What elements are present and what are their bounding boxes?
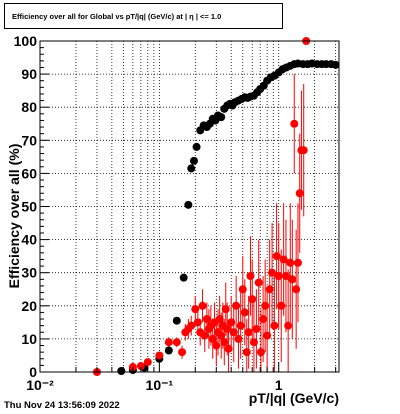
black-point [189, 156, 198, 165]
red-point [236, 321, 245, 330]
y-tick-label: 10 [21, 331, 37, 347]
black-point [172, 316, 181, 325]
black-point [331, 60, 340, 69]
y-tick-label: 0 [29, 364, 37, 380]
y-tick-label: 60 [21, 165, 37, 181]
red-point [249, 338, 258, 347]
black-point [217, 113, 226, 122]
red-point [246, 272, 255, 281]
red-point [299, 146, 308, 155]
black-point [192, 142, 201, 151]
red-point [244, 328, 253, 337]
data-points [92, 37, 340, 376]
y-tick-label: 80 [21, 99, 37, 115]
red-point [220, 338, 229, 347]
red-point [263, 331, 272, 340]
red-point [193, 318, 202, 327]
y-tick-label: 70 [21, 132, 37, 148]
red-point [227, 318, 236, 327]
red-point [288, 275, 297, 284]
black-point [179, 273, 188, 282]
red-point [212, 341, 221, 350]
red-point [143, 358, 152, 367]
red-point [234, 334, 243, 343]
error-bars [40, 74, 305, 373]
red-point [172, 338, 181, 347]
red-point [270, 321, 279, 330]
red-point [240, 308, 249, 317]
red-point [272, 252, 281, 261]
red-point [248, 295, 257, 304]
red-point [155, 351, 164, 360]
red-point [295, 189, 304, 198]
red-point [178, 348, 187, 357]
x-axis-label: pT/|q| (GeV/c) [248, 390, 339, 406]
red-point [259, 315, 268, 324]
chart-title: Efficiency over all for Global vs pT/|q|… [4, 3, 283, 29]
x-tick-label: 10⁻¹ [146, 377, 174, 393]
red-point [242, 348, 251, 357]
red-point [202, 315, 211, 324]
red-point [265, 285, 274, 294]
red-point [238, 285, 247, 294]
red-point [284, 321, 293, 330]
y-tick-label: 30 [21, 265, 37, 281]
red-point [293, 258, 302, 267]
red-point [200, 331, 209, 340]
red-point [279, 255, 288, 264]
axis-ticks [39, 40, 337, 373]
y-tick-label: 20 [21, 298, 37, 314]
y-tick-label: 40 [21, 232, 37, 248]
red-point [261, 301, 270, 310]
red-point [217, 331, 226, 340]
red-point [256, 348, 265, 357]
red-point [224, 344, 233, 353]
red-point [281, 272, 290, 281]
y-tick-label: 100 [14, 33, 38, 49]
red-point [208, 334, 217, 343]
red-point [274, 272, 283, 281]
red-point [252, 324, 261, 333]
red-point [221, 305, 230, 314]
red-point [286, 258, 295, 267]
red-point [191, 305, 200, 314]
red-point [187, 321, 196, 330]
red-point [290, 119, 299, 128]
black-point [187, 164, 196, 173]
red-point [268, 268, 277, 277]
red-point [136, 362, 145, 371]
y-tick-label: 90 [21, 66, 37, 82]
red-point [232, 301, 241, 310]
x-tick-label: 1 [275, 377, 283, 393]
black-point [164, 346, 173, 355]
red-point [223, 324, 232, 333]
grid-lines [39, 40, 339, 373]
tick-labels: 0 10 20 30 40 50 60 70 80 90 100 10⁻² 10⁻¹ 1 [14, 33, 283, 393]
black-point [184, 200, 193, 209]
black-point [117, 367, 126, 376]
red-point [215, 315, 224, 324]
red-point [164, 338, 173, 347]
red-point [292, 285, 301, 294]
red-point [254, 278, 263, 287]
red-point [277, 301, 286, 310]
x-tick-label: 10⁻² [26, 377, 54, 393]
y-tick-label: 50 [21, 199, 37, 215]
timestamp: Thu Nov 24 13:56:09 2022 [4, 400, 120, 411]
red-point [198, 301, 207, 310]
red-point [229, 328, 238, 337]
